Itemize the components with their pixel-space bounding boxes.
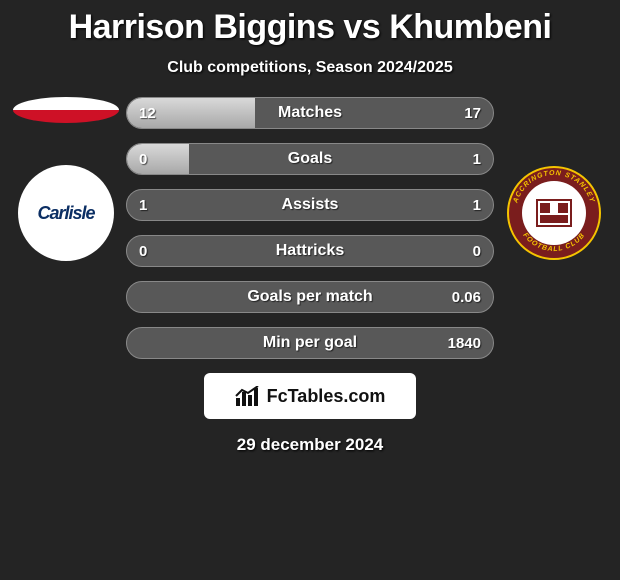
- stat-row: Goals per match0.06: [126, 281, 494, 313]
- right-club-badge: ACCRINGTON STANLEY FOOTBALL CLUB: [506, 165, 602, 261]
- right-side: ACCRINGTON STANLEY FOOTBALL CLUB: [494, 97, 614, 359]
- right-flag: [501, 97, 607, 123]
- comparison-panel: Carlisle 12Matches170Goals11Assists10Hat…: [0, 97, 620, 359]
- stat-value-right: 1840: [448, 328, 481, 358]
- stat-label: Hattricks: [127, 236, 493, 266]
- chart-icon: [235, 386, 261, 406]
- right-club-svg: ACCRINGTON STANLEY FOOTBALL CLUB: [506, 165, 602, 261]
- stat-label: Goals per match: [127, 282, 493, 312]
- stat-value-right: 1: [473, 190, 481, 220]
- stat-label: Assists: [127, 190, 493, 220]
- stat-value-right: 17: [464, 98, 481, 128]
- stat-label: Goals: [127, 144, 493, 174]
- stat-row: 1Assists1: [126, 189, 494, 221]
- left-club-badge: Carlisle: [18, 165, 114, 261]
- stat-row: 0Goals1: [126, 143, 494, 175]
- stat-row: Min per goal1840: [126, 327, 494, 359]
- stat-value-right: 0: [473, 236, 481, 266]
- stat-row: 12Matches17: [126, 97, 494, 129]
- stats-column: 12Matches170Goals11Assists10Hattricks0Go…: [126, 97, 494, 359]
- subtitle: Club competitions, Season 2024/2025: [0, 59, 620, 77]
- page-title: Harrison Biggins vs Khumbeni: [0, 0, 620, 47]
- left-flag: [13, 97, 119, 123]
- branding-text: FcTables.com: [267, 386, 386, 407]
- stat-row: 0Hattricks0: [126, 235, 494, 267]
- left-club-text: Carlisle: [37, 203, 94, 224]
- stat-label: Min per goal: [127, 328, 493, 358]
- branding-box: FcTables.com: [204, 373, 416, 419]
- date-text: 29 december 2024: [0, 435, 620, 455]
- stat-label: Matches: [127, 98, 493, 128]
- stat-value-right: 0.06: [452, 282, 481, 312]
- left-side: Carlisle: [6, 97, 126, 359]
- stat-value-right: 1: [473, 144, 481, 174]
